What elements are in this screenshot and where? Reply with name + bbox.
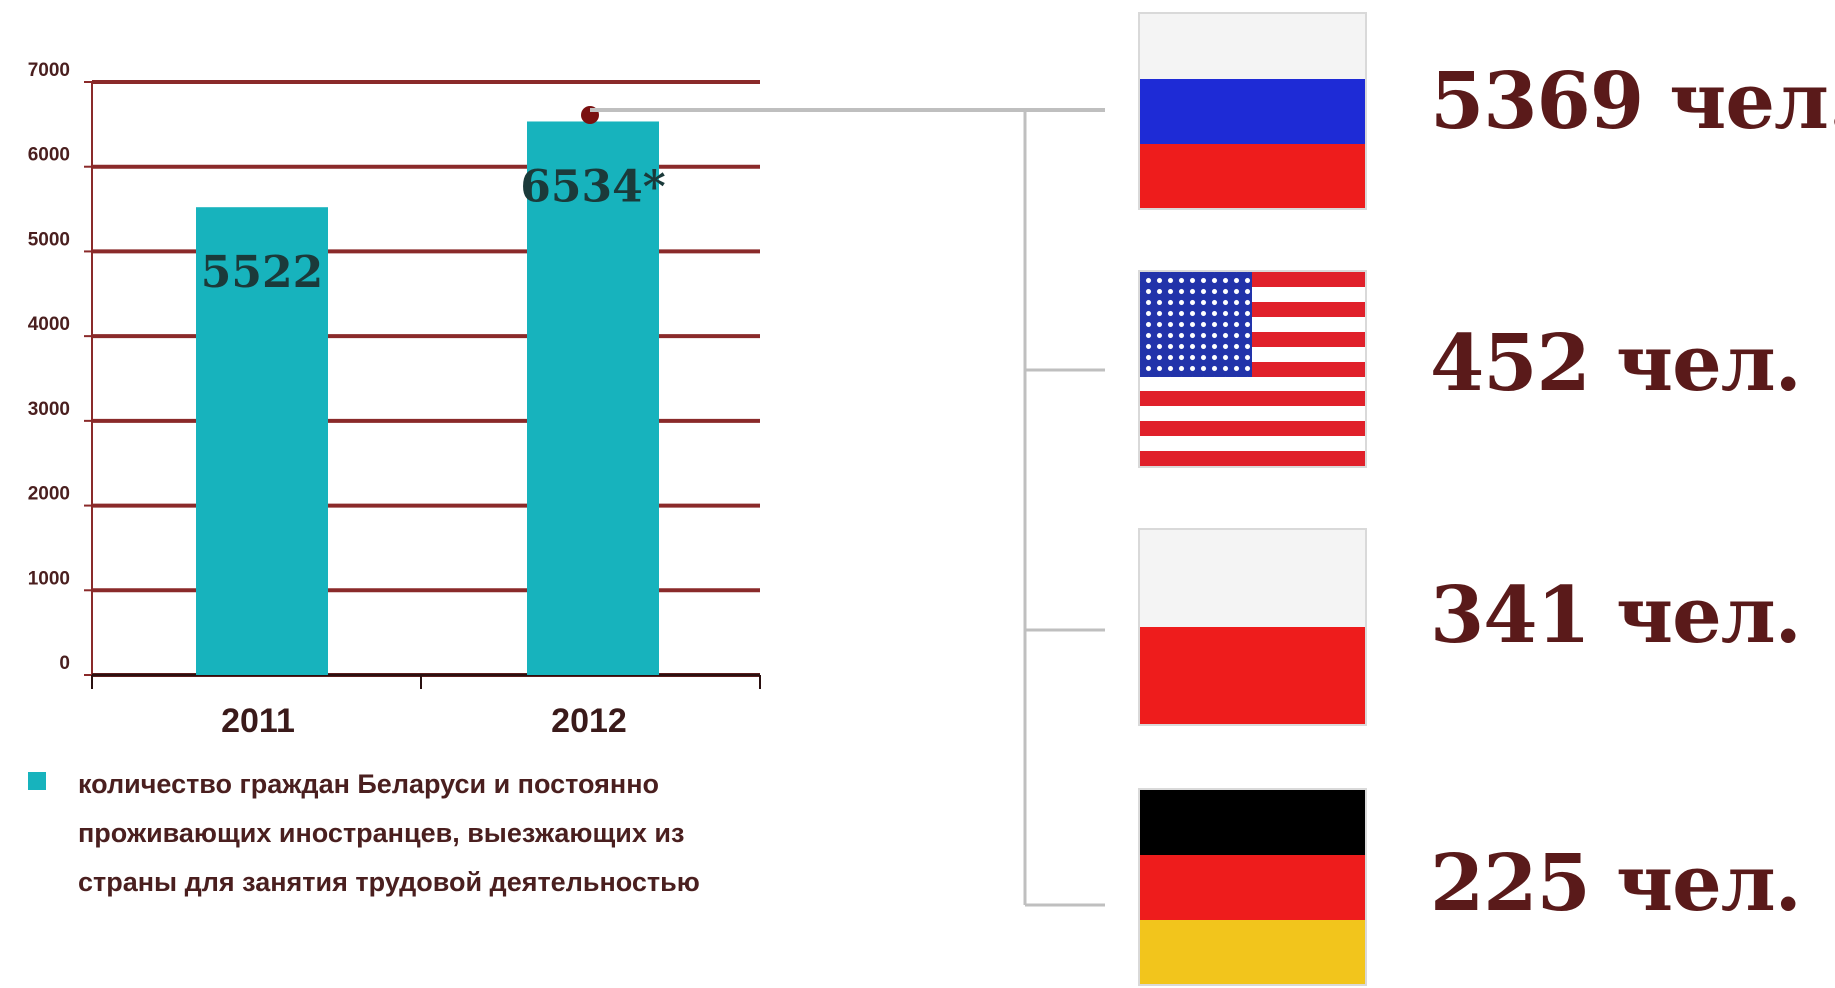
y-tick-label: 4000 xyxy=(28,314,70,335)
bar-value-label-2011: 5522 xyxy=(201,247,323,298)
legend-swatch xyxy=(28,772,46,790)
russia-flag xyxy=(1140,14,1365,208)
poland-flag xyxy=(1140,530,1365,724)
x-tick-label-2011: 2011 xyxy=(221,702,295,740)
y-tick-label: 7000 xyxy=(28,60,70,81)
bar-2011 xyxy=(196,207,328,676)
usa-canton xyxy=(1140,272,1252,377)
count-germany: 225 чел. xyxy=(1430,838,1802,929)
chart-legend: количество граждан Беларуси и постоянно … xyxy=(28,760,788,907)
y-tick-label: 0 xyxy=(59,653,70,674)
usa-flag xyxy=(1140,272,1365,466)
legend-text: количество граждан Беларуси и постоянно … xyxy=(78,769,700,897)
germany-flag xyxy=(1140,790,1365,984)
x-tick-label-2012: 2012 xyxy=(551,702,627,740)
y-tick-label: 6000 xyxy=(28,145,70,166)
y-tick-label: 1000 xyxy=(28,568,70,589)
count-russia: 5369 чел. xyxy=(1430,56,1835,147)
bar-value-label-2012: 6534* xyxy=(520,161,665,212)
bar-2012 xyxy=(527,121,659,675)
y-tick-label: 3000 xyxy=(28,399,70,420)
count-poland: 341 чел. xyxy=(1430,570,1802,661)
y-tick-label: 5000 xyxy=(28,229,70,250)
count-usa: 452 чел. xyxy=(1430,318,1802,409)
y-tick-label: 2000 xyxy=(28,484,70,505)
